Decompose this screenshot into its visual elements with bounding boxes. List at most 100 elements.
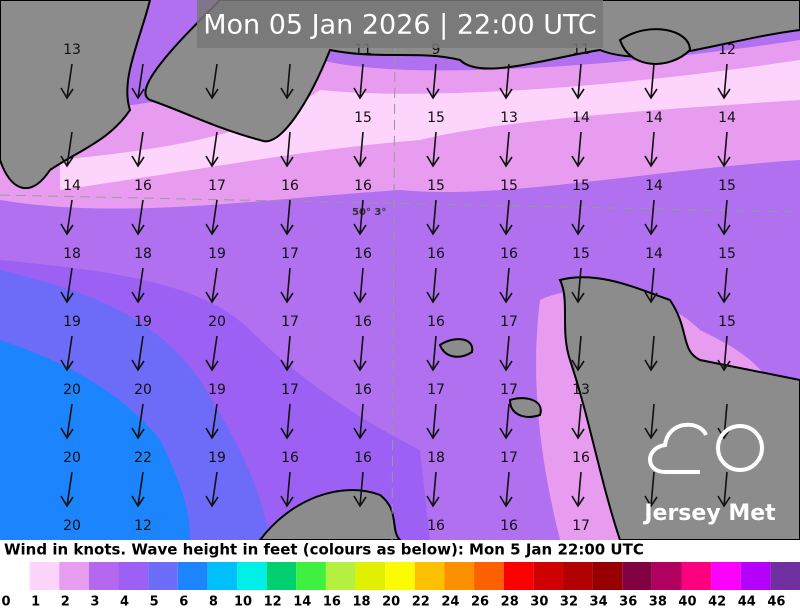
wind-arrow [60,267,74,304]
wind-arrow [205,403,219,440]
wind-arrow [499,131,513,168]
wind-speed: 14 [63,178,81,194]
wind-arrow [499,63,513,100]
wind-speed: 19 [134,314,152,330]
legend-label: 46 [767,595,785,610]
wind-arrow [717,199,731,236]
wind-arrow [644,471,658,508]
wind-speed: 20 [208,314,226,330]
wind-speed: 14 [572,110,590,126]
land [508,397,542,418]
wind-arrow [499,267,513,304]
wind-speed: 17 [500,314,518,330]
wind-arrow [280,131,294,168]
land [257,489,403,541]
legend-swatch [0,562,30,590]
wind-arrow [205,131,219,168]
wind-arrow [60,63,74,100]
wind-arrow [353,63,367,100]
wind-arrow [280,403,294,440]
legend-label: 20 [382,595,400,610]
legend-swatch [118,562,149,590]
wind-arrow [571,267,585,304]
wind-speed: 16 [427,314,445,330]
wind-speed: 17 [500,382,518,398]
wind-arrow [426,199,440,236]
wind-speed: 16 [500,518,518,534]
wind-arrow [131,63,145,100]
wind-arrow [353,199,367,236]
coordinate-label: 50° 3° [352,207,386,218]
wind-arrow [205,199,219,236]
wind-speed: 14 [645,110,663,126]
wind-speed: 18 [63,246,81,262]
wind-arrow [644,199,658,236]
wind-arrow [353,131,367,168]
latitude-line [0,194,800,213]
wind-speed: 16 [354,382,372,398]
wind-speed: 16 [572,450,590,466]
legend-swatch [325,562,356,590]
wind-arrow [205,335,219,372]
wind-arrow [717,131,731,168]
wind-speed: 20 [134,382,152,398]
wind-arrow [205,267,219,304]
wind-arrow [60,131,74,168]
wind-arrow [426,131,440,168]
title-box [197,0,603,48]
wind-arrow [571,335,585,372]
land [0,0,152,190]
wind-speed: 19 [208,450,226,466]
wind-speed: 15 [718,314,736,330]
wind-speed: 17 [281,246,299,262]
wind-speed: 16 [427,246,445,262]
legend-label: 10 [234,595,252,610]
legend-swatch [622,562,652,590]
legend-swatch [770,562,800,590]
wind-arrow [131,403,145,440]
legend-label: 3 [90,595,99,610]
legend-swatch [237,562,267,590]
legend-label: 12 [264,595,282,610]
wind-speed: 14 [718,110,736,126]
wind-arrow [280,471,294,508]
wind-arrow [353,471,367,508]
legend-swatch [651,562,682,590]
legend-label: 2 [61,595,70,610]
wind-arrow [426,267,440,304]
wind-speed: 17 [500,450,518,466]
wind-arrow [644,403,658,440]
legend-swatch [414,562,445,590]
legend-label: 42 [708,595,726,610]
wind-speed: 16 [134,178,152,194]
wind-arrow [571,199,585,236]
wind-arrow [205,63,219,100]
wind-arrow [426,335,440,372]
wind-speed: 16 [500,246,518,262]
legend-swatch [740,562,771,590]
wind-speed: 9 [432,42,441,58]
wind-speed: 15 [427,110,445,126]
title: Mon 05 Jan 2026 | 22:00 UTC [203,10,597,41]
legend-label: 6 [179,595,188,610]
legend-label: 40 [678,595,696,610]
wind-speed: 15 [354,110,372,126]
legend-swatch [177,562,208,590]
wind-speed: 19 [208,382,226,398]
caption: Wind in knots. Wave height in feet (colo… [4,541,644,559]
legend-label: 5 [150,595,159,610]
wind-speed: 17 [281,382,299,398]
wind-speed: 14 [645,246,663,262]
wind-speed: 22 [134,450,152,466]
wind-speed: 16 [354,314,372,330]
land [438,338,474,358]
legend-swatch [444,562,475,590]
logo-icon [648,422,764,474]
wind-arrow [60,471,74,508]
wind-speed: 14 [645,178,663,194]
wind-arrow [717,471,731,508]
land [558,276,800,541]
wind-speed: 17 [427,382,445,398]
wind-arrow [131,335,145,372]
